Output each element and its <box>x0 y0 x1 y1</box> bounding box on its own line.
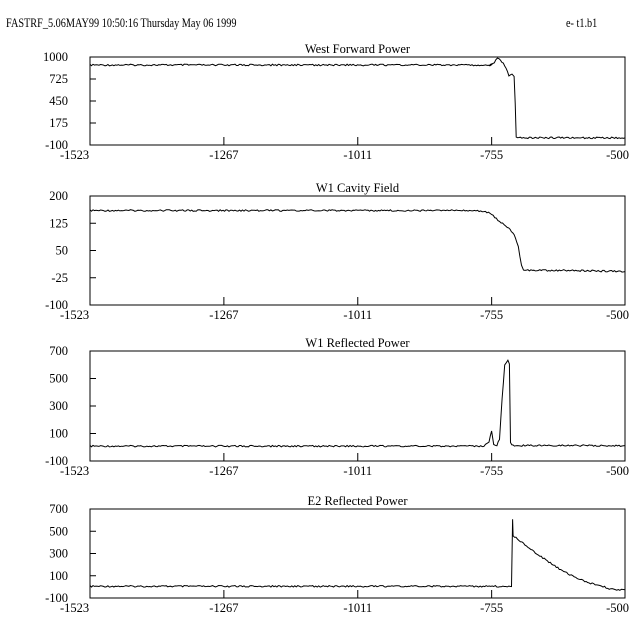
x-tick-label: -1523 <box>60 148 89 162</box>
plot-frame-2 <box>89 195 626 306</box>
x-tick-label: -1011 <box>343 464 372 478</box>
header-left-text: FASTRF_5.06MAY99 10:50:16 Thursday May 0… <box>6 16 237 30</box>
y-tick-label: 700 <box>49 502 68 516</box>
y-tick-label: 500 <box>49 524 68 538</box>
x-tick-label: -755 <box>480 308 503 322</box>
x-tick-label: -1523 <box>60 308 89 322</box>
chart-title-3: W1 Reflected Power <box>305 336 410 350</box>
y-tick-label: -100 <box>45 454 68 468</box>
y-tick-label: 50 <box>56 244 69 258</box>
plot-frame-4 <box>89 508 626 599</box>
x-tick-label: -755 <box>480 601 503 615</box>
y-tick-label: 450 <box>49 94 68 108</box>
series-line-2 <box>89 209 626 273</box>
y-tick-label: 125 <box>49 216 68 230</box>
y-tick-label: 1000 <box>43 50 68 64</box>
x-tick-label: -500 <box>606 308 629 322</box>
series-line-4 <box>89 519 626 591</box>
chart-title-2: W1 Cavity Field <box>316 181 400 195</box>
x-tick-label: -755 <box>480 148 503 162</box>
y-tick-label: 175 <box>49 116 68 130</box>
x-tick-label: -500 <box>606 464 629 478</box>
x-tick-label: -1267 <box>209 148 238 162</box>
chart-title-1: West Forward Power <box>305 42 411 56</box>
y-tick-label: 100 <box>49 427 68 441</box>
y-tick-label: 500 <box>49 372 68 386</box>
y-tick-label: 200 <box>49 189 68 203</box>
header-right-text: e- t1.b1 <box>566 16 598 30</box>
x-tick-label: -1011 <box>343 308 372 322</box>
x-tick-label: -500 <box>606 148 629 162</box>
x-tick-label: -1011 <box>343 601 372 615</box>
plot-frame-3 <box>89 350 626 462</box>
series-line-3 <box>89 359 626 448</box>
plot-frame-1 <box>89 56 626 146</box>
y-tick-label: -100 <box>45 591 68 605</box>
y-tick-label: 700 <box>49 344 68 358</box>
y-tick-label: 725 <box>49 72 68 86</box>
x-tick-label: -1267 <box>209 601 238 615</box>
y-tick-label: -25 <box>51 271 68 285</box>
y-tick-label: -100 <box>45 138 68 152</box>
x-tick-label: -1011 <box>343 148 372 162</box>
y-tick-label: 100 <box>49 569 68 583</box>
chart-title-4: E2 Reflected Power <box>308 494 409 508</box>
x-tick-label: -1523 <box>60 464 89 478</box>
y-tick-label: 300 <box>49 547 68 561</box>
y-tick-label: 300 <box>49 399 68 413</box>
x-tick-label: -755 <box>480 464 503 478</box>
x-tick-label: -1267 <box>209 308 238 322</box>
y-tick-label: -100 <box>45 298 68 312</box>
x-tick-label: -500 <box>606 601 629 615</box>
series-line-1 <box>89 57 626 140</box>
x-tick-label: -1523 <box>60 601 89 615</box>
x-tick-label: -1267 <box>209 464 238 478</box>
